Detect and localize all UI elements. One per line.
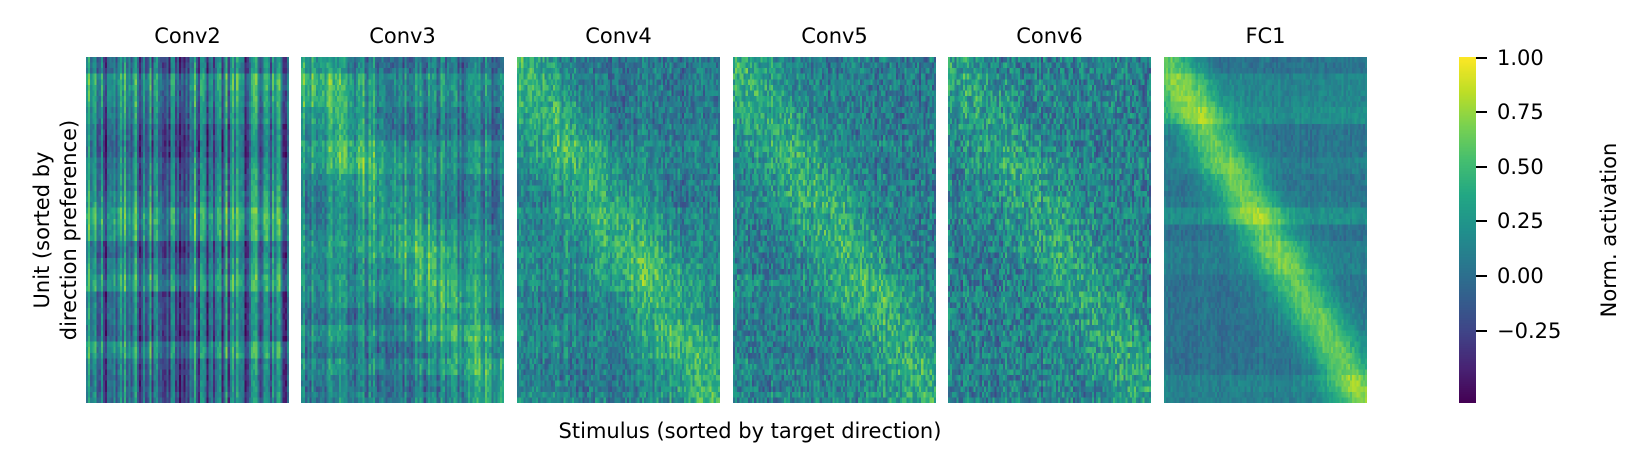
xlabel: Stimulus (sorted by target direction) (558, 419, 942, 443)
colorbar-tick-2 (1476, 111, 1487, 113)
heatmap-conv4 (517, 57, 720, 403)
heatmap-conv2 (86, 57, 289, 403)
colorbar-tick-1 (1476, 57, 1487, 59)
panel-title-fc1: FC1 (1245, 24, 1286, 48)
colorbar-tick-label-2: 0.75 (1497, 100, 1544, 124)
heatmap-conv3 (301, 57, 504, 403)
heatmap-conv5 (733, 57, 936, 403)
colorbar-tick-label-6: −0.25 (1497, 319, 1562, 343)
colorbar-tick-label-1: 1.00 (1497, 46, 1544, 70)
colorbar-tick-label-5: 0.00 (1497, 264, 1544, 288)
colorbar-tick-4 (1476, 220, 1487, 222)
ylabel-line-2: direction preference) (57, 119, 81, 341)
heatmap-fc1 (1164, 57, 1367, 403)
heatmap-conv6 (948, 57, 1151, 403)
ylabel: Unit (sorted by direction preference) (29, 120, 83, 341)
colorbar (1459, 57, 1476, 403)
panel-title-conv2: Conv2 (154, 24, 221, 48)
colorbar-label: Norm. activation (1597, 142, 1621, 318)
panel-title-conv6: Conv6 (1016, 24, 1083, 48)
colorbar-tick-6 (1476, 330, 1487, 332)
colorbar-tick-3 (1476, 166, 1487, 168)
panel-title-conv4: Conv4 (585, 24, 652, 48)
colorbar-tick-label-4: 0.25 (1497, 209, 1544, 233)
ylabel-line-1: Unit (sorted by (30, 151, 54, 309)
colorbar-tick-label-3: 0.50 (1497, 155, 1544, 179)
colorbar-tick-5 (1476, 275, 1487, 277)
panel-title-conv5: Conv5 (801, 24, 868, 48)
panel-title-conv3: Conv3 (369, 24, 436, 48)
